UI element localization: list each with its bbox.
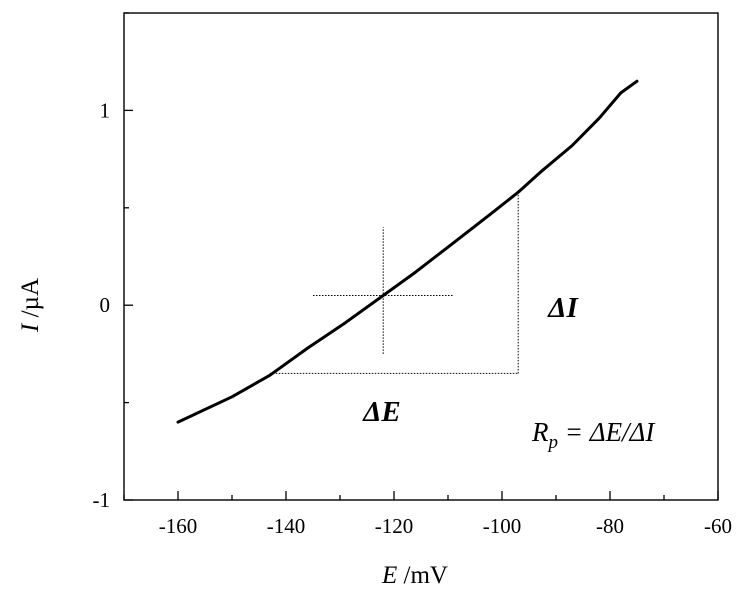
- data-series: [176, 79, 639, 424]
- x-tick-label: -140: [267, 514, 306, 538]
- x-tick-label: -120: [375, 514, 414, 538]
- delta-e-label: ΔE: [362, 396, 401, 428]
- rp-formula: Rp = ΔE/ΔI: [531, 417, 656, 453]
- x-tick-label: -80: [596, 514, 624, 538]
- x-tick-label: -160: [159, 514, 198, 538]
- y-tick-labels: -1 0 1: [93, 98, 111, 512]
- x-axis-label: E /mV: [381, 562, 448, 589]
- plot-border: [123, 12, 719, 501]
- series-line: [176, 79, 639, 424]
- y-axis-label: I /µA: [17, 278, 44, 333]
- plot-frame: [123, 12, 719, 501]
- axis-ticks: [123, 12, 719, 501]
- y-tick-label: -1: [93, 488, 111, 512]
- x-tick-label: -100: [483, 514, 522, 538]
- guide-lines: [269, 192, 519, 374]
- y-tick-label: 0: [100, 293, 111, 317]
- delta-i-label: ΔI: [547, 292, 579, 324]
- y-tick-label: 1: [100, 98, 111, 122]
- x-tick-labels: -160 -140 -120 -100 -80 -60: [159, 514, 732, 538]
- x-tick-label: -60: [704, 514, 732, 538]
